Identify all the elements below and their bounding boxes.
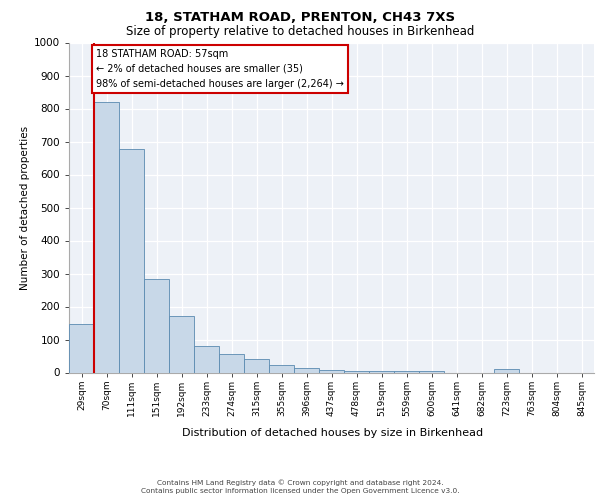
Bar [419, 371, 444, 372]
Bar [194, 346, 219, 372]
Bar [244, 358, 269, 372]
Bar [344, 371, 369, 372]
Text: 18 STATHAM ROAD: 57sqm
← 2% of detached houses are smaller (35)
98% of semi-deta: 18 STATHAM ROAD: 57sqm ← 2% of detached … [96, 49, 344, 88]
Bar [319, 370, 344, 372]
Bar [144, 279, 169, 372]
Bar [119, 149, 144, 372]
Bar [94, 102, 119, 372]
Text: Distribution of detached houses by size in Birkenhead: Distribution of detached houses by size … [182, 428, 484, 438]
Bar [269, 365, 294, 372]
Bar [294, 368, 319, 372]
Text: Size of property relative to detached houses in Birkenhead: Size of property relative to detached ho… [126, 25, 474, 38]
Bar [219, 354, 244, 372]
Bar [494, 369, 519, 372]
Y-axis label: Number of detached properties: Number of detached properties [20, 126, 29, 290]
Bar [169, 316, 194, 372]
Bar [394, 371, 419, 372]
Text: Contains HM Land Registry data © Crown copyright and database right 2024.
Contai: Contains HM Land Registry data © Crown c… [140, 479, 460, 494]
Bar [369, 371, 394, 372]
Text: 18, STATHAM ROAD, PRENTON, CH43 7XS: 18, STATHAM ROAD, PRENTON, CH43 7XS [145, 11, 455, 24]
Bar [69, 324, 94, 372]
